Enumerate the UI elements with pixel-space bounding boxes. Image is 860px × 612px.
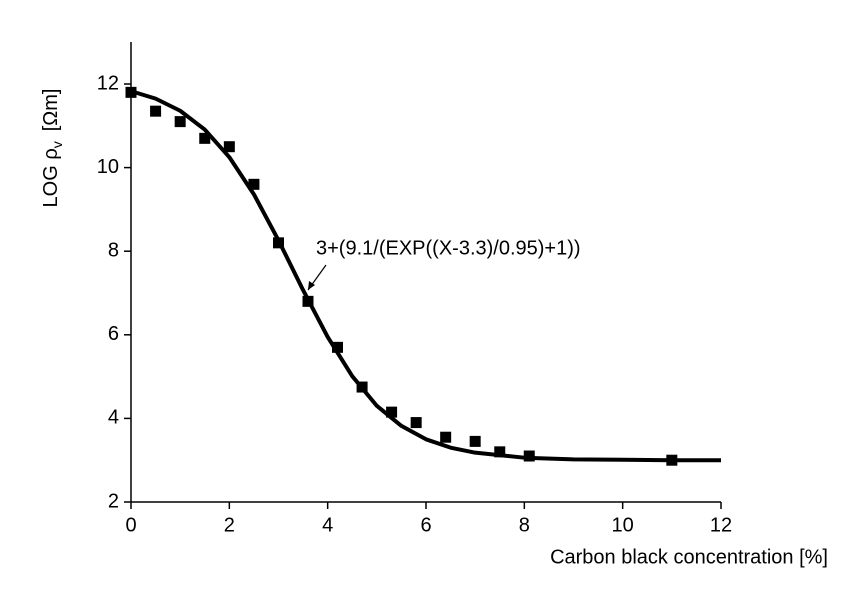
y-tick-label: 8 bbox=[108, 239, 119, 261]
x-tick-label: 0 bbox=[125, 514, 136, 536]
y-tick-label: 4 bbox=[108, 407, 119, 429]
arrow-head bbox=[308, 281, 315, 290]
x-tick-label: 10 bbox=[612, 514, 634, 536]
fit-curve bbox=[130, 89, 721, 463]
data-point bbox=[410, 417, 422, 429]
x-tick-label: 8 bbox=[519, 514, 530, 536]
x-tick-label: 12 bbox=[710, 514, 732, 536]
x-axis-label: Carbon black concentration [%] bbox=[550, 546, 828, 568]
data-point bbox=[332, 341, 343, 353]
y-tick-label: 2 bbox=[108, 490, 119, 512]
data-point bbox=[440, 431, 452, 443]
data-point bbox=[174, 116, 186, 128]
data-point bbox=[223, 141, 235, 153]
x-tick-label: 2 bbox=[224, 514, 235, 536]
y-tick-label: 12 bbox=[97, 72, 119, 94]
data-point bbox=[150, 105, 162, 117]
data-point bbox=[248, 178, 260, 190]
x-tick-label: 4 bbox=[322, 514, 333, 536]
data-point bbox=[386, 406, 398, 418]
y-tick-label: 10 bbox=[97, 156, 119, 178]
data-point bbox=[494, 446, 506, 458]
data-point bbox=[469, 435, 481, 447]
y-axis-label: LOG ρv [Ωm] bbox=[40, 89, 64, 208]
y-tick-label: 6 bbox=[108, 323, 119, 345]
y-label-sub: v bbox=[49, 141, 65, 148]
x-tick-label: 6 bbox=[420, 514, 431, 536]
y-label-main: LOG ρ bbox=[40, 148, 62, 207]
annotation: 3+(9.1/(EXP((X-3.3)/0.95)+1)) bbox=[316, 237, 581, 259]
data-point bbox=[199, 132, 211, 144]
y-label-unit: [Ωm] bbox=[40, 89, 62, 132]
